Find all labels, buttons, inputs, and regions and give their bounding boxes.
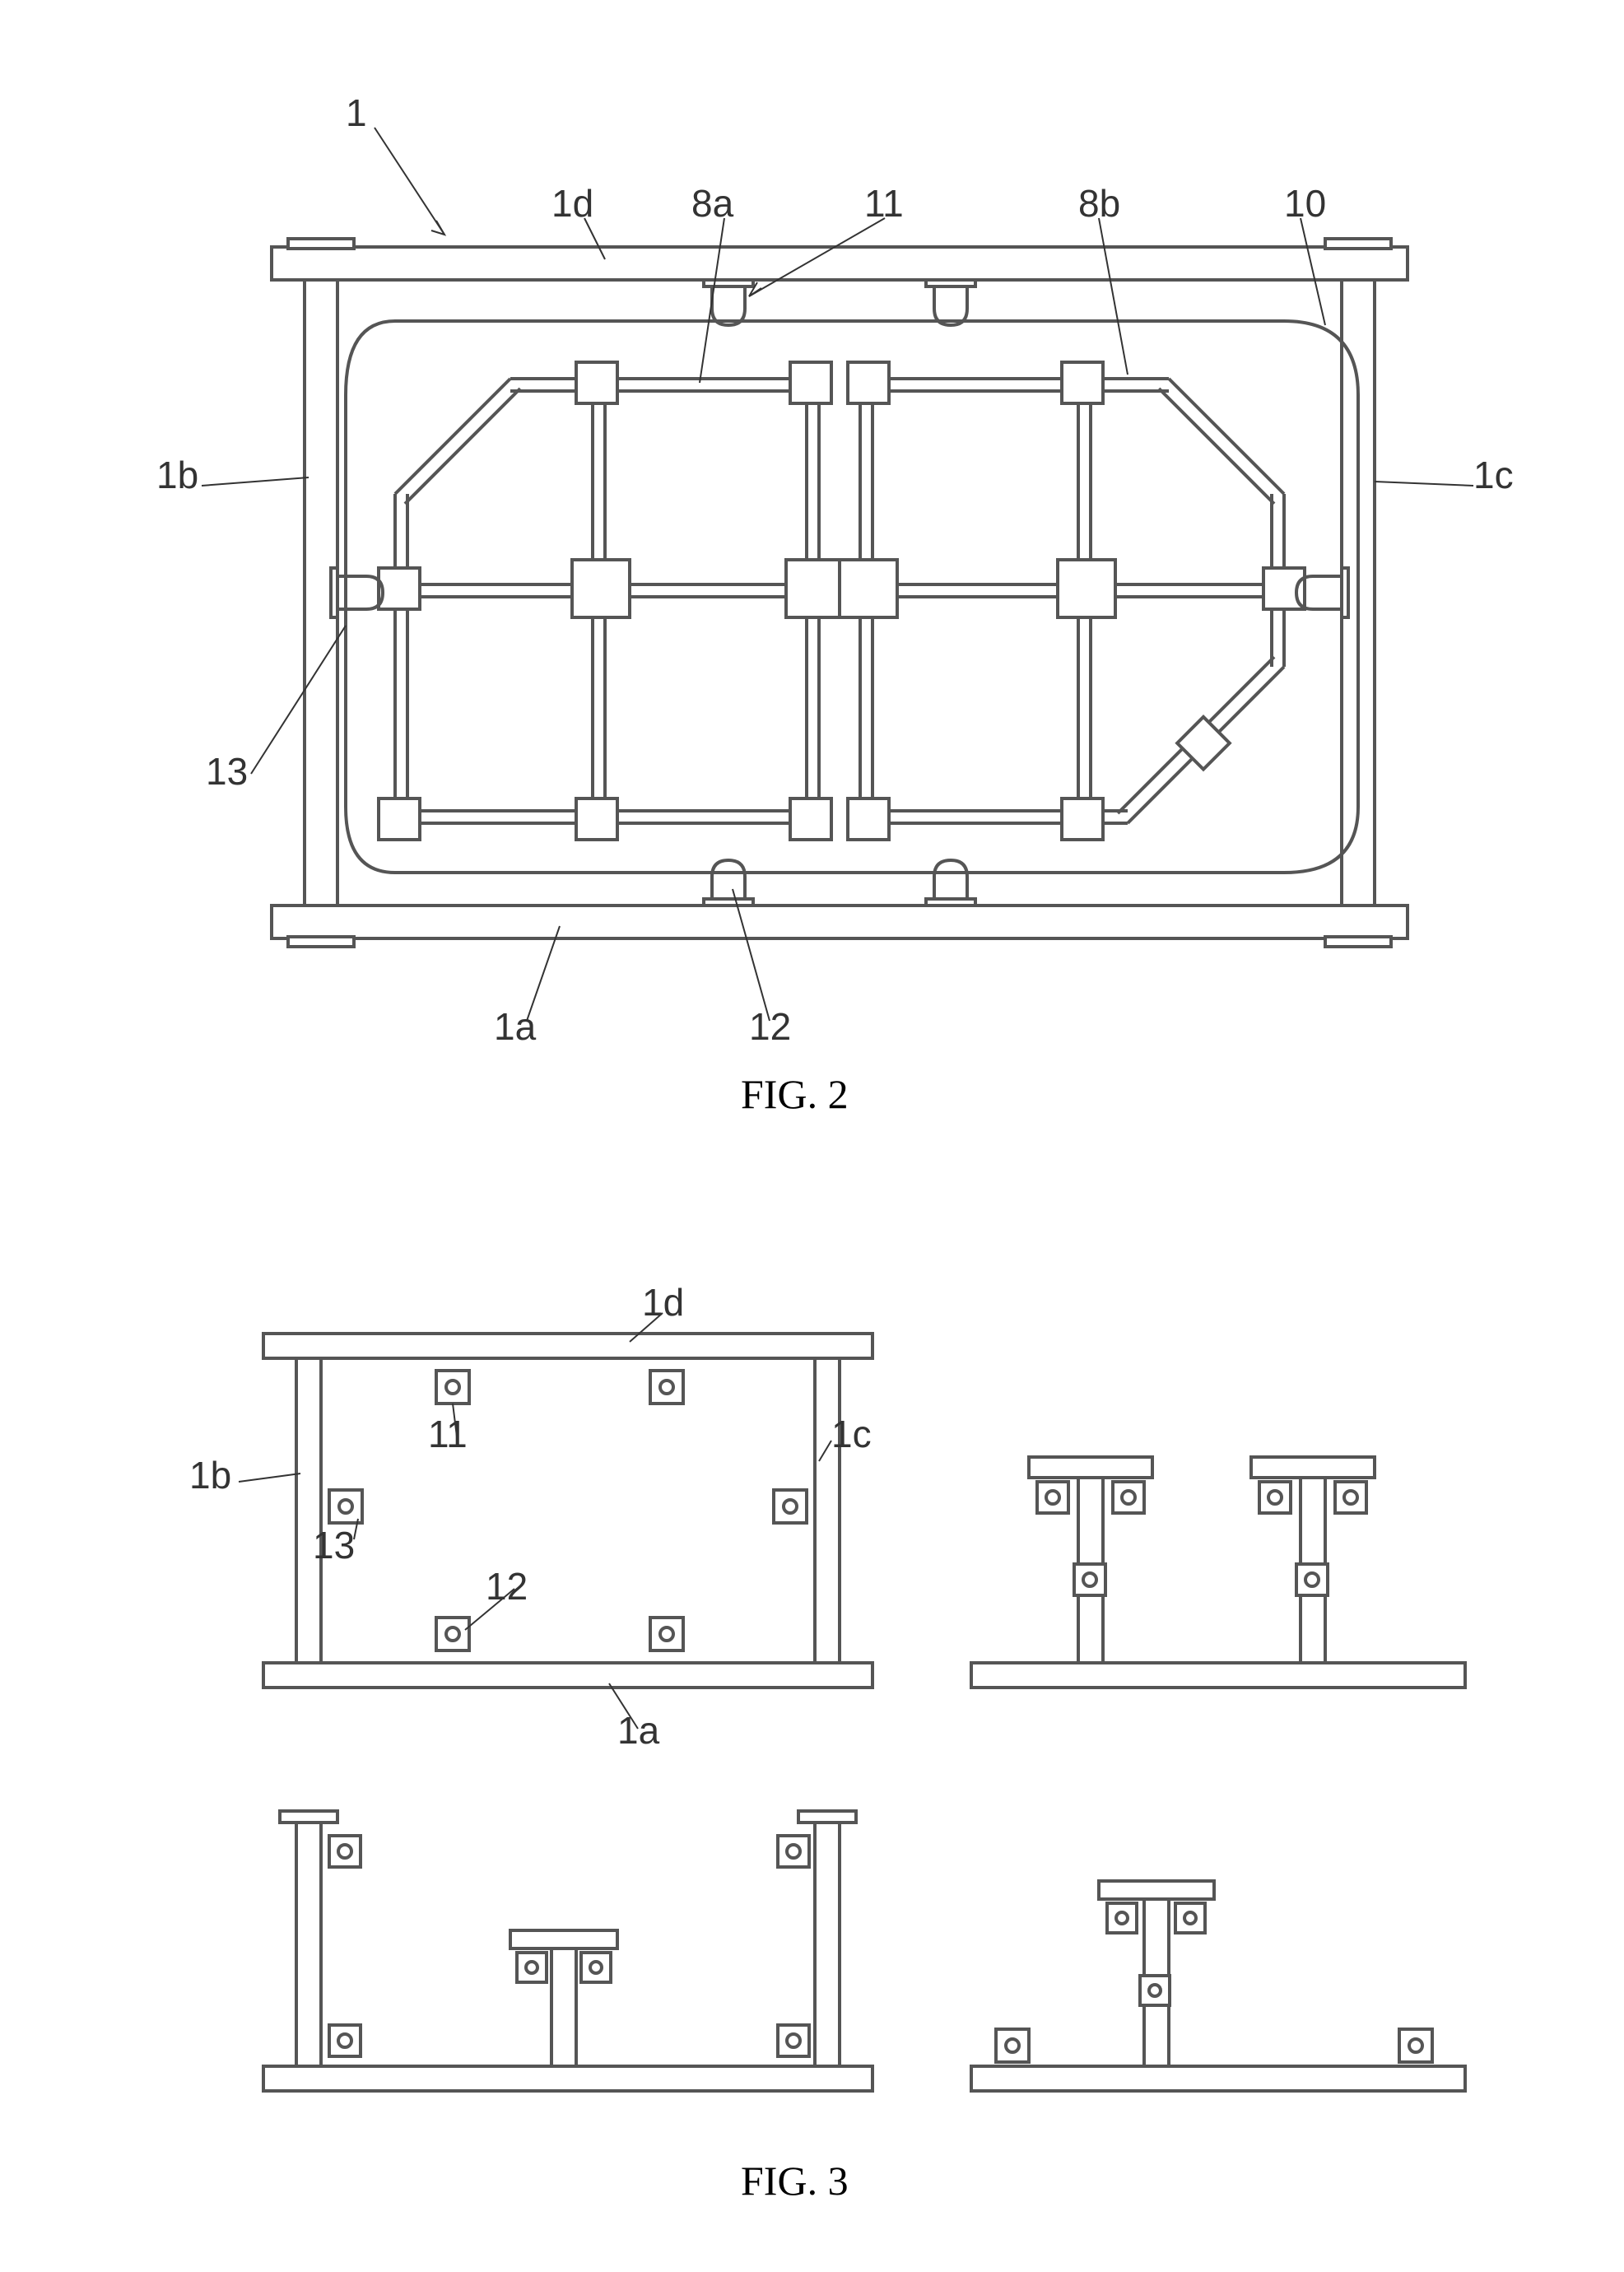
- label-1d: 1d: [551, 181, 593, 226]
- fig2-drawing: [99, 49, 1547, 1103]
- label-1a: 1a: [617, 1708, 659, 1753]
- label-1: 1: [346, 91, 367, 135]
- label-1a: 1a: [494, 1004, 536, 1049]
- fig3-drawing: [181, 1276, 1498, 2140]
- label-1c: 1c: [831, 1412, 872, 1456]
- label-11: 11: [864, 181, 904, 226]
- label-8a: 8a: [691, 181, 733, 226]
- label-8b: 8b: [1078, 181, 1120, 226]
- label-1d: 1d: [642, 1280, 684, 1325]
- figure-3: 1d 1b 1c 11 13 12 1a: [181, 1276, 1498, 2140]
- fig2-caption: FIG. 2: [741, 1070, 849, 1118]
- label-11: 11: [428, 1412, 468, 1456]
- label-13: 13: [206, 749, 248, 794]
- label-1c: 1c: [1473, 453, 1514, 497]
- label-13: 13: [313, 1523, 355, 1567]
- label-10: 10: [1284, 181, 1326, 226]
- label-12: 12: [486, 1564, 528, 1609]
- label-12: 12: [749, 1004, 791, 1049]
- figure-2: 1 1d 8a 11 8b 10 1b 1c 13 1a 12: [99, 49, 1547, 1103]
- label-1b: 1b: [156, 453, 198, 497]
- fig3-caption: FIG. 3: [741, 2157, 849, 2204]
- label-1b: 1b: [189, 1453, 231, 1497]
